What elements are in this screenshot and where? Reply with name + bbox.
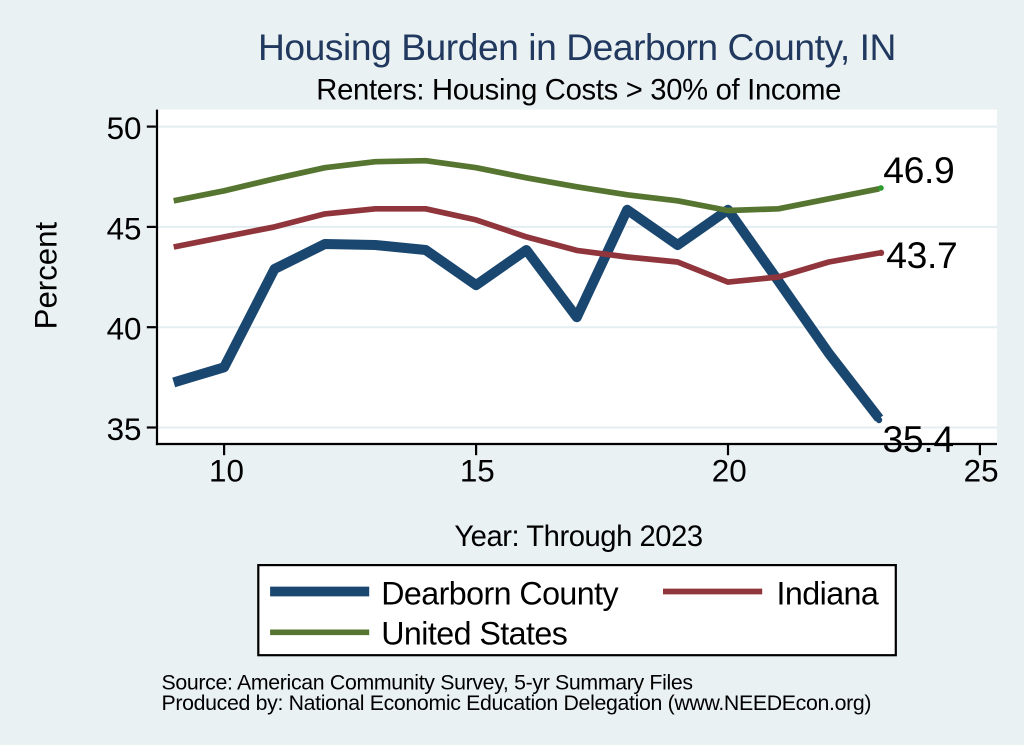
- svg-text:45: 45: [107, 211, 142, 246]
- svg-text:United States: United States: [381, 616, 567, 652]
- svg-text:Year: Through 2023: Year: Through 2023: [454, 521, 702, 553]
- svg-text:Produced by: National Economic: Produced by: National Economic Education…: [162, 691, 872, 715]
- svg-text:Housing Burden in Dearborn Cou: Housing Burden in Dearborn County, IN: [258, 26, 896, 68]
- svg-text:Source: American Community Sur: Source: American Community Survey, 5-yr …: [162, 671, 693, 695]
- svg-text:Indiana: Indiana: [777, 575, 879, 611]
- svg-text:10: 10: [209, 454, 244, 489]
- svg-text:43.7: 43.7: [886, 234, 957, 276]
- svg-text:35: 35: [107, 412, 142, 447]
- svg-text:Percent: Percent: [28, 222, 63, 330]
- svg-text:Renters: Housing Costs > 30% o: Renters: Housing Costs > 30% of Income: [316, 75, 841, 107]
- svg-text:15: 15: [460, 454, 495, 489]
- svg-text:50: 50: [107, 111, 142, 146]
- svg-text:35.4: 35.4: [883, 418, 954, 460]
- svg-text:20: 20: [712, 454, 747, 489]
- svg-text:40: 40: [107, 312, 142, 347]
- svg-text:Dearborn County: Dearborn County: [381, 575, 619, 611]
- svg-text:25: 25: [964, 454, 999, 489]
- svg-text:46.9: 46.9: [883, 149, 954, 191]
